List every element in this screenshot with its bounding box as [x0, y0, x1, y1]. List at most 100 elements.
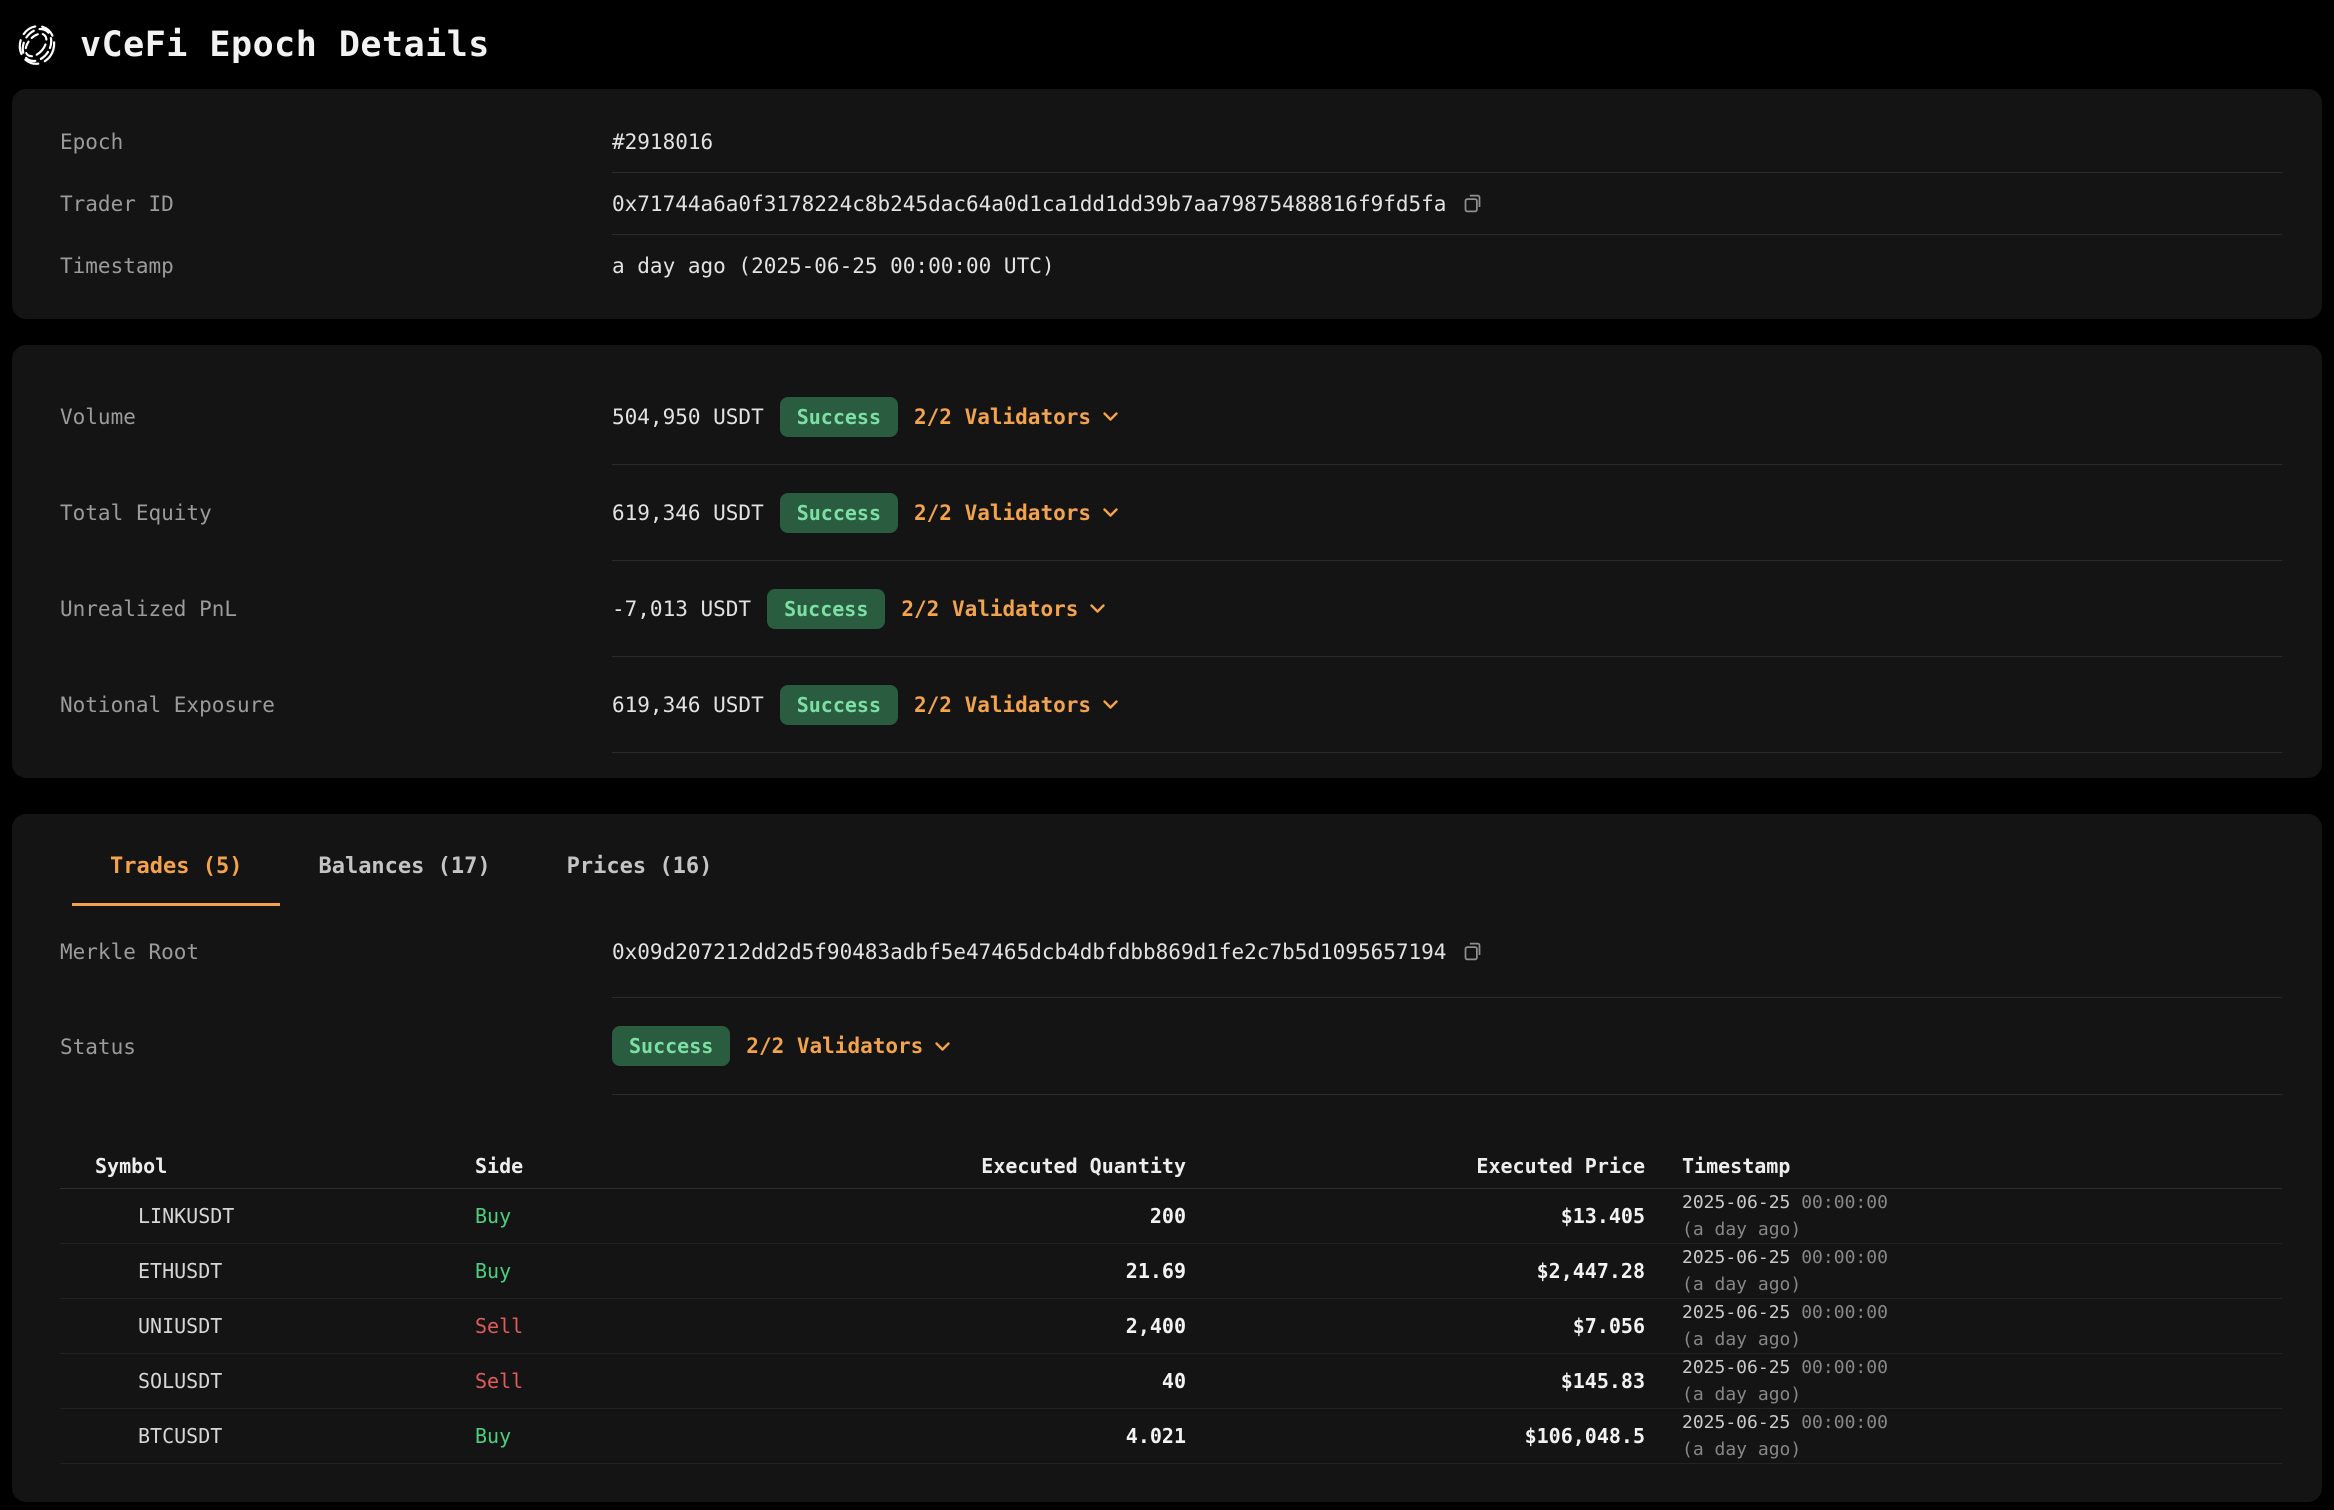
trade-timestamp: 2025-06-25 00:00:00 (a day ago)	[1645, 1244, 2282, 1298]
timestamp-date: 2025-06-25	[1682, 1357, 1791, 1378]
page-title: vCeFi Epoch Details	[80, 24, 490, 65]
detail-label: Timestamp	[60, 254, 174, 278]
validators-dropdown[interactable]: 2/2 Validators	[746, 1034, 951, 1058]
validators-dropdown[interactable]: 2/2 Validators	[914, 693, 1119, 717]
trade-row: BTCUSDT Buy 4.021 $106,048.5 2025-06-25 …	[60, 1409, 2282, 1464]
detail-label: Trader ID	[60, 192, 174, 216]
tab-label: Prices (16)	[566, 854, 713, 879]
chevron-down-icon	[1102, 411, 1119, 422]
metric-row: Unrealized PnL -7,013 USDT Success 2/2 V…	[60, 561, 2282, 657]
status-badge: Success	[779, 492, 899, 533]
detail-row: Trader ID 0x71744a6a0f3178224c8b245dac64…	[60, 173, 2282, 235]
timestamp-time: 00:00:00	[1801, 1192, 1888, 1213]
trade-side: Buy	[475, 1204, 512, 1228]
timestamp-time: 00:00:00	[1801, 1302, 1888, 1323]
metric-label: Total Equity	[60, 501, 212, 525]
timestamp-date: 2025-06-25	[1682, 1412, 1791, 1433]
timestamp-date: 2025-06-25	[1682, 1247, 1791, 1268]
metric-value: 619,346 USDT	[612, 692, 764, 717]
status-badge: Success	[767, 588, 886, 629]
timestamp-time: 00:00:00	[1801, 1357, 1888, 1378]
metrics-card: Volume 504,950 USDT Success 2/2 Validato…	[12, 345, 2322, 778]
column-header-timestamp: Timestamp	[1682, 1153, 1791, 1178]
validators-label: 2/2 Validators	[901, 596, 1079, 621]
metric-value: 504,950 USDT	[612, 404, 764, 429]
validators-label: 2/2 Validators	[914, 500, 1092, 525]
detail-value: a day ago (2025-06-25 00:00:00 UTC)	[612, 254, 1055, 278]
trade-row: LINKUSDT Buy 200 $13.405 2025-06-25 00:0…	[60, 1189, 2282, 1244]
tab-label: Trades (5)	[110, 854, 243, 879]
status-badge: Success	[612, 1026, 731, 1066]
app-logo-icon	[14, 22, 60, 68]
column-header-price: Executed Price	[1476, 1154, 1645, 1178]
trade-row: SOLUSDT Sell 40 $145.83 2025-06-25 00:00…	[60, 1354, 2282, 1409]
status-label: Status	[60, 1034, 136, 1059]
timestamp-relative: (a day ago)	[1682, 1329, 1802, 1350]
column-header-side: Side	[475, 1154, 524, 1178]
trade-row: UNIUSDT Sell 2,400 $7.056 2025-06-25 00:…	[60, 1299, 2282, 1354]
detail-row: Epoch #2918016	[60, 111, 2282, 173]
timestamp-date: 2025-06-25	[1682, 1302, 1791, 1323]
trade-timestamp: 2025-06-25 00:00:00 (a day ago)	[1645, 1354, 2282, 1408]
trade-price: $7.056	[1572, 1314, 1645, 1338]
trade-quantity: 21.69	[1125, 1259, 1186, 1283]
column-header-symbol: Symbol	[95, 1154, 168, 1178]
merkle-root-value: 0x09d207212dd2d5f90483adbf5e47465dcb4dbf…	[612, 939, 1447, 964]
epoch-detail-rows: Epoch #2918016 Trader ID 0x71744a6a0f317…	[60, 111, 2282, 297]
column-header-quantity: Executed Quantity	[981, 1154, 1186, 1178]
trade-symbol: UNIUSDT	[138, 1314, 223, 1338]
trades-table: Symbol Side Executed Quantity Executed P…	[60, 1144, 2282, 1464]
detail-label: Epoch	[60, 130, 124, 154]
trade-quantity: 200	[1149, 1204, 1186, 1228]
tab[interactable]: Prices (16)	[529, 854, 751, 906]
trade-timestamp: 2025-06-25 00:00:00 (a day ago)	[1645, 1189, 2282, 1243]
tab[interactable]: Balances (17)	[280, 854, 528, 906]
timestamp-date: 2025-06-25	[1682, 1192, 1791, 1213]
chevron-down-icon	[1102, 699, 1119, 710]
metric-row: Total Equity 619,346 USDT Success 2/2 Va…	[60, 465, 2282, 561]
timestamp-relative: (a day ago)	[1682, 1439, 1802, 1460]
trade-side: Buy	[475, 1424, 512, 1448]
tab-bar: Trades (5) Balances (17) Prices (16)	[60, 814, 2282, 906]
metric-label: Unrealized PnL	[60, 597, 238, 621]
trade-symbol: BTCUSDT	[138, 1424, 223, 1448]
app-header: vCeFi Epoch Details	[0, 0, 2334, 89]
trade-side: Buy	[475, 1259, 512, 1283]
timestamp-time: 00:00:00	[1801, 1247, 1888, 1268]
trades-card: Trades (5) Balances (17) Prices (16) Mer…	[12, 814, 2322, 1502]
metric-row: Volume 504,950 USDT Success 2/2 Validato…	[60, 369, 2282, 465]
merkle-root-row: Merkle Root 0x09d207212dd2d5f90483adbf5e…	[60, 906, 2282, 998]
copy-button[interactable]	[1462, 941, 1483, 962]
status-row: Status Success 2/2 Validators	[60, 998, 2282, 1095]
status-badge: Success	[779, 396, 899, 437]
timestamp-relative: (a day ago)	[1682, 1219, 1802, 1240]
validators-dropdown[interactable]: 2/2 Validators	[914, 501, 1119, 525]
metric-value: -7,013 USDT	[612, 596, 752, 621]
trade-quantity: 40	[1161, 1369, 1186, 1393]
tab[interactable]: Trades (5)	[72, 854, 281, 906]
trade-timestamp: 2025-06-25 00:00:00 (a day ago)	[1645, 1409, 2282, 1463]
merkle-root-label: Merkle Root	[60, 940, 200, 964]
trade-price: $106,048.5	[1524, 1424, 1645, 1448]
copy-icon	[1462, 941, 1483, 962]
trade-quantity: 2,400	[1125, 1314, 1186, 1338]
chevron-down-icon	[1102, 507, 1119, 518]
table-body: LINKUSDT Buy 200 $13.405 2025-06-25 00:0…	[60, 1189, 2282, 1464]
validators-label: 2/2 Validators	[914, 404, 1092, 429]
validators-dropdown[interactable]: 2/2 Validators	[901, 597, 1106, 621]
validators-dropdown[interactable]: 2/2 Validators	[914, 405, 1119, 429]
metric-row: Notional Exposure 619,346 USDT Success 2…	[60, 657, 2282, 753]
table-header-row: Symbol Side Executed Quantity Executed P…	[60, 1144, 2282, 1189]
detail-value: 0x71744a6a0f3178224c8b245dac64a0d1ca1dd1…	[612, 191, 1447, 216]
timestamp-relative: (a day ago)	[1682, 1274, 1802, 1295]
copy-button[interactable]	[1462, 193, 1483, 214]
timestamp-relative: (a day ago)	[1682, 1384, 1802, 1405]
epoch-details-card: Epoch #2918016 Trader ID 0x71744a6a0f317…	[12, 89, 2322, 319]
trade-symbol: SOLUSDT	[138, 1369, 223, 1393]
detail-value: #2918016	[612, 129, 714, 154]
copy-icon	[1462, 193, 1483, 214]
chevron-down-icon	[934, 1041, 951, 1052]
metric-label: Volume	[60, 405, 136, 429]
trade-quantity: 4.021	[1125, 1424, 1186, 1448]
validators-label: 2/2 Validators	[914, 692, 1092, 717]
